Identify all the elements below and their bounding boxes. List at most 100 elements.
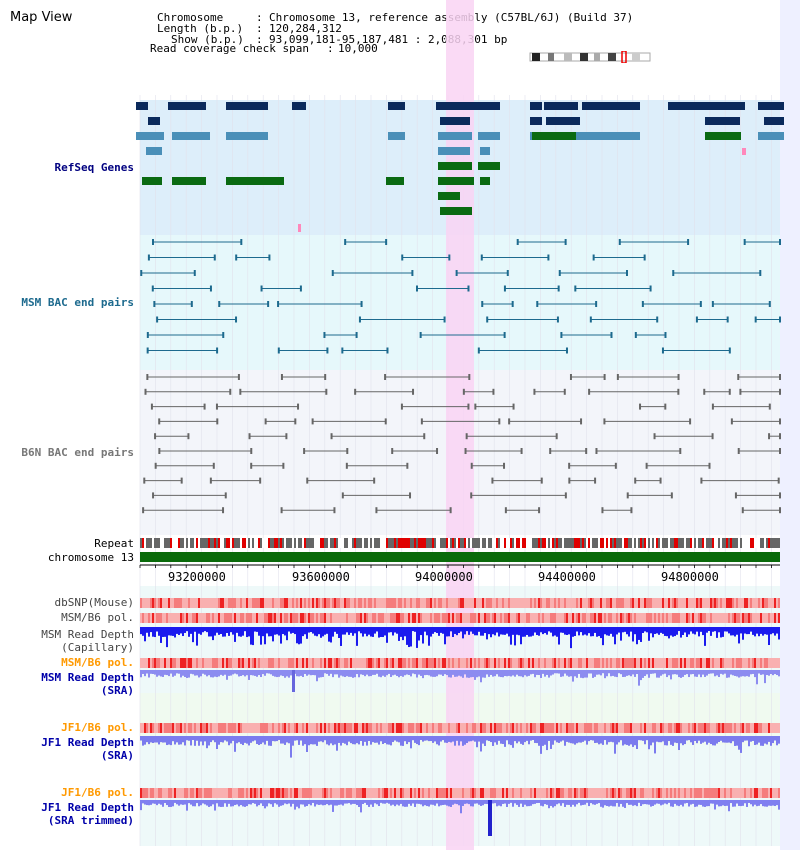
info-read-value: 10,000 (338, 42, 378, 55)
jf1-depth-bar (420, 736, 422, 741)
msm-pol-sra-strip (518, 658, 520, 668)
dbsnp-strip (502, 598, 504, 608)
jf1-depth-bar (280, 736, 282, 744)
msm-pol-sra-strip (610, 658, 612, 668)
jf1-trim-bar (312, 800, 314, 803)
jf1-pol-trim-strip (764, 788, 766, 798)
jf1-pol-strip (340, 723, 342, 733)
ruler-tick-label: 94400000 (538, 570, 596, 584)
msm-pol-sra-strip (740, 658, 742, 668)
jf1-depth-bar (178, 736, 180, 745)
msm-pol-strip (686, 613, 688, 623)
msm-pol-sra-strip (692, 658, 694, 668)
jf1-pol-trim-strip (398, 788, 400, 798)
jf1-pol-strip (278, 723, 280, 733)
jf1-pol-trim-strip (242, 788, 244, 798)
ruler: 93200000 93600000 94000000 94400000 9480… (0, 570, 800, 586)
msm-pol-sra-strip (286, 658, 288, 668)
msm-pol-sra-strip (490, 658, 492, 668)
jf1-trim-bar (466, 800, 468, 804)
jf1-depth-bar (608, 736, 610, 743)
msm-pol-strip (520, 613, 522, 623)
jf1-trim-bar (692, 800, 694, 804)
msm-depth-sra-bar (218, 670, 220, 677)
chromosome-ideogram[interactable] (528, 51, 652, 63)
jf1-pol-strip (700, 723, 702, 733)
jf1-depth-bar (184, 736, 186, 746)
jf1-trim-bar (322, 800, 324, 806)
dbsnp-strip (756, 598, 758, 608)
msm-depth-sra-bar (446, 670, 448, 676)
dbsnp-strip (280, 598, 282, 608)
msm-pol-strip (772, 613, 774, 623)
dbsnp-strip (762, 598, 764, 608)
msm-pol-sra-strip (380, 658, 382, 668)
msm-depth-sra-bar (522, 670, 524, 678)
repeat-mark (476, 538, 478, 548)
msm-pol-sra-strip (248, 658, 250, 668)
jf1-trim-bar (600, 800, 602, 807)
jf1-trim-bar (304, 800, 306, 807)
jf1-pol-trim-strip (638, 788, 640, 798)
dbsnp-strip (248, 598, 250, 608)
jf1-depth-bar (760, 736, 762, 746)
dbsnp-strip (746, 598, 748, 608)
jf1-trim-bar (228, 800, 230, 804)
msm-depth-cap-bar (246, 627, 248, 638)
msm-pol-sra-strip (396, 658, 398, 668)
jf1-pol-strip (714, 723, 716, 733)
jf1-pol-strip (528, 723, 530, 733)
msm-depth-cap-bar (514, 627, 516, 646)
msm-pol-sra-strip (582, 658, 584, 668)
jf1-depth-bar (492, 736, 494, 746)
msm-pol-sra-strip (532, 658, 534, 668)
msm-pol-sra-strip (154, 658, 156, 668)
msm-pol-sra-strip (410, 658, 412, 668)
msm-depth-cap-bar (228, 627, 230, 636)
b6n-bac-pair (248, 433, 251, 440)
msm-pol-strip (274, 613, 276, 623)
msm-pol-strip (284, 613, 286, 623)
msm-pol-strip (758, 613, 760, 623)
jf1-pol-trim-strip (250, 788, 252, 798)
dbsnp-strip (566, 598, 568, 608)
msm-depth-sra-bar (722, 670, 724, 675)
jf1-trim-bar (660, 800, 662, 806)
jf1-depth-bar (730, 736, 732, 744)
jf1-depth-bar (354, 736, 356, 745)
jf1-trim-bar (440, 800, 442, 806)
msm-pol-strip (726, 613, 728, 623)
jf1-trim-bar (656, 800, 658, 804)
repeat-mark (684, 538, 686, 548)
msm-depth-cap-bar (688, 627, 690, 635)
jf1-pol-trim-strip (224, 788, 226, 798)
msm-depth-sra-bar (718, 670, 720, 678)
b6n-bac-pair (664, 403, 667, 410)
msm-depth-sra-bar (650, 670, 652, 674)
jf1-trim-bar (152, 800, 154, 804)
jf1-depth-bar (674, 736, 676, 743)
msm-depth-cap-bar (562, 627, 564, 633)
msm-depth-cap-bar (166, 627, 168, 648)
msm-pol-sra-strip (334, 658, 336, 668)
jf1-depth-bar (168, 736, 170, 745)
jf1-pol-trim-strip (444, 788, 446, 798)
jf1-depth-bar (490, 736, 492, 743)
jf1-pol-strip (162, 723, 164, 733)
jf1-trim-bar (294, 800, 296, 810)
msm-depth-sra-bar (530, 670, 532, 675)
jf1-pol-strip (474, 723, 476, 733)
msm-depth-cap-bar (442, 627, 444, 634)
msm-pol-strip (600, 613, 602, 623)
msm-pol-sra-strip (776, 658, 778, 668)
msm-depth-cap-bar (478, 627, 480, 632)
jf1-pol-strip (392, 723, 394, 733)
msm-depth-cap-bar (266, 627, 268, 634)
info-length-label: Length (b.p.) (157, 22, 244, 35)
repeat-mark (410, 538, 412, 548)
jf1-pol-trim-strip (538, 788, 540, 798)
msm-depth-cap-bar (316, 627, 318, 637)
msm-bac-pair (216, 347, 219, 354)
repeat-mark (600, 538, 602, 548)
